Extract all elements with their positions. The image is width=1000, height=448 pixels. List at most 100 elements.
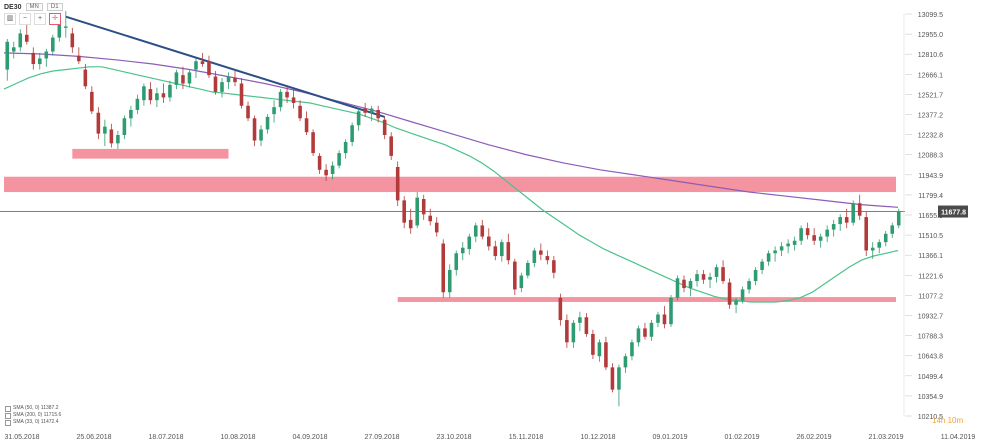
legend-item[interactable]: SMA (200, 0) 11715.6 bbox=[5, 412, 61, 419]
x-tick-label: 21.03.2019 bbox=[868, 434, 903, 441]
candle-body bbox=[434, 222, 439, 233]
candle-body bbox=[662, 314, 667, 325]
support-resistance-zone bbox=[72, 148, 229, 159]
candle-body bbox=[870, 247, 875, 251]
candle-body bbox=[454, 253, 459, 270]
price-axis: 13099.5 12955.0 12810.6 12666.1 12521.7 12377… bbox=[903, 12, 968, 421]
toolbar-row: DE30 MN D1 bbox=[4, 3, 63, 11]
candle-body bbox=[161, 93, 166, 98]
candle-body bbox=[552, 260, 556, 273]
candle-body bbox=[200, 61, 205, 65]
candle-body bbox=[617, 367, 621, 390]
candle-body bbox=[389, 136, 393, 156]
chart-toolbar: DE30 MN D1 ▥ − + ✛ bbox=[4, 3, 63, 27]
sma-50-line bbox=[3, 66, 899, 303]
candle-body bbox=[565, 320, 569, 343]
candle-body bbox=[460, 247, 465, 254]
candle-body bbox=[669, 297, 673, 325]
candle-body bbox=[83, 69, 88, 87]
candle-body bbox=[64, 26, 68, 28]
candle-body bbox=[851, 203, 855, 223]
x-tick-label: 25.06.2018 bbox=[76, 434, 111, 441]
y-tick-label: 10354.9 bbox=[918, 394, 943, 401]
candle-body bbox=[558, 297, 563, 321]
candle-body bbox=[695, 274, 699, 282]
y-tick-label: 13099.5 bbox=[918, 12, 943, 19]
candle-body bbox=[636, 328, 641, 343]
symbol-label[interactable]: DE30 bbox=[4, 3, 22, 11]
candle-body bbox=[31, 52, 36, 65]
y-tick-label: 11077.2 bbox=[918, 293, 943, 300]
zoom-out-icon[interactable]: − bbox=[19, 13, 31, 25]
candle-body bbox=[116, 134, 120, 144]
candle-body bbox=[734, 300, 738, 305]
candle-body bbox=[350, 125, 354, 142]
candle-body bbox=[727, 282, 732, 305]
y-tick-label: 10210.5 bbox=[918, 414, 943, 421]
candle-body bbox=[467, 236, 472, 250]
candle-body bbox=[103, 126, 107, 134]
candle-body bbox=[753, 269, 758, 282]
candle-body bbox=[122, 118, 127, 135]
candle-body bbox=[395, 166, 400, 201]
candle-body bbox=[11, 47, 16, 52]
timeframe-selector[interactable]: D1 bbox=[46, 3, 63, 11]
candle-body bbox=[259, 129, 263, 141]
y-tick-label: 11943.9 bbox=[918, 173, 943, 180]
x-tick-label: 27.09.2018 bbox=[364, 434, 399, 441]
candle-body bbox=[857, 203, 862, 216]
legend-item[interactable]: SMA (33, 0) 11472.4 bbox=[5, 419, 61, 426]
candle-body bbox=[174, 72, 179, 85]
candle-body bbox=[818, 236, 823, 241]
candle-body bbox=[5, 41, 10, 70]
x-tick-label: 01.02.2019 bbox=[724, 434, 759, 441]
candle-body bbox=[148, 89, 153, 101]
candle-body bbox=[57, 20, 62, 38]
candle-body bbox=[402, 200, 406, 223]
candle-body bbox=[343, 141, 348, 154]
indicator-legend: SMA (50, 0) 11387.2 SMA (200, 0) 11715.6… bbox=[5, 405, 61, 426]
candle-body bbox=[513, 261, 517, 290]
aux-selector[interactable]: MN bbox=[25, 3, 43, 11]
support-resistance-zone bbox=[397, 297, 896, 302]
candle-body bbox=[330, 165, 335, 174]
candle-body bbox=[799, 228, 803, 241]
candle-body bbox=[246, 105, 250, 119]
candle-body bbox=[721, 267, 725, 282]
y-tick-label: 11510.5 bbox=[918, 233, 943, 240]
y-tick-label: 10643.8 bbox=[918, 354, 943, 361]
candle-body bbox=[304, 118, 309, 133]
candle-body bbox=[24, 34, 29, 42]
candle-body bbox=[890, 225, 895, 234]
candle-body bbox=[571, 322, 576, 343]
candle-body bbox=[233, 77, 237, 83]
y-tick-label: 10788.3 bbox=[918, 334, 943, 341]
candle-body bbox=[487, 236, 491, 247]
candle-body bbox=[415, 197, 419, 226]
y-tick-label: 11799.4 bbox=[918, 193, 943, 200]
candle-body bbox=[194, 61, 198, 70]
candle-body bbox=[317, 155, 322, 170]
candle-body bbox=[213, 76, 218, 92]
candle-body bbox=[207, 61, 211, 76]
legend-item[interactable]: SMA (50, 0) 11387.2 bbox=[5, 405, 61, 412]
candle-body bbox=[252, 118, 257, 141]
candle-body bbox=[597, 342, 602, 357]
candle-body bbox=[805, 228, 810, 236]
candle-body bbox=[90, 91, 94, 112]
candle-body bbox=[766, 253, 771, 262]
support-resistance-zone bbox=[4, 176, 896, 193]
candle-body bbox=[838, 217, 842, 225]
x-tick-label: 18.07.2018 bbox=[148, 434, 183, 441]
candle-body bbox=[656, 314, 660, 323]
candle-body bbox=[506, 242, 511, 261]
bar-icon[interactable]: ▥ bbox=[4, 13, 16, 25]
candle-body bbox=[324, 169, 328, 176]
candle-body bbox=[369, 108, 374, 113]
candle-body bbox=[844, 217, 849, 223]
crosshair-icon[interactable]: ✛ bbox=[49, 13, 61, 25]
candle-body bbox=[77, 55, 81, 62]
zoom-in-icon[interactable]: + bbox=[34, 13, 46, 25]
